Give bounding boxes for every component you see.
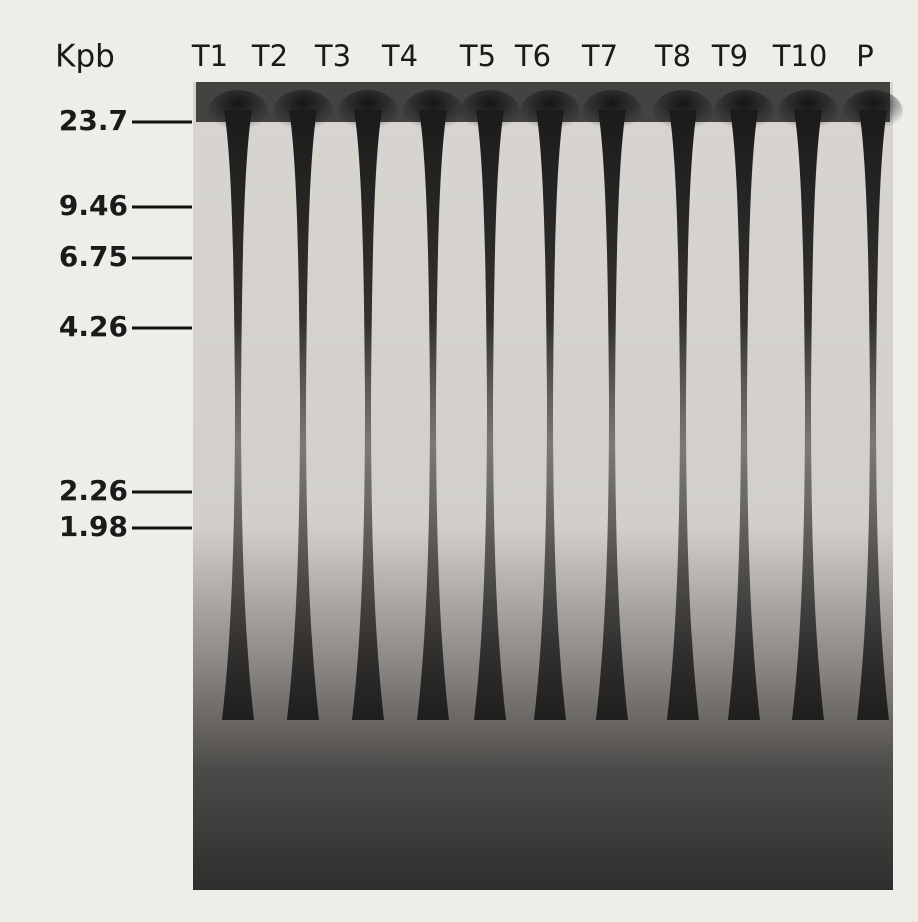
lane-label: T5 bbox=[459, 39, 496, 73]
marker-label: 4.26 bbox=[59, 310, 128, 343]
lane-streak bbox=[596, 110, 628, 720]
lane-streak bbox=[534, 110, 566, 720]
lane-label: T1 bbox=[191, 39, 228, 73]
unit-label: Kpb bbox=[55, 39, 115, 75]
marker-label: 6.75 bbox=[59, 240, 128, 273]
gel bbox=[193, 82, 893, 890]
lane-streak bbox=[728, 110, 760, 720]
lane-streak bbox=[792, 110, 824, 720]
marker-label: 2.26 bbox=[59, 474, 128, 507]
lane-label: T7 bbox=[581, 39, 618, 73]
lane-label: T2 bbox=[251, 39, 288, 73]
marker-label: 1.98 bbox=[59, 510, 128, 543]
lane-streak bbox=[222, 110, 254, 720]
lane-label: P bbox=[856, 39, 874, 73]
lane-streak bbox=[352, 110, 384, 720]
lane-streak bbox=[287, 110, 319, 720]
marker-label: 9.46 bbox=[59, 189, 128, 222]
lane-label: T3 bbox=[314, 39, 351, 73]
lane-streak bbox=[857, 110, 889, 720]
marker-label: 23.7 bbox=[59, 104, 128, 137]
lane-label: T8 bbox=[654, 39, 691, 73]
lane-label: T9 bbox=[711, 39, 748, 73]
lane-label: T10 bbox=[772, 39, 828, 73]
lane-streak bbox=[667, 110, 699, 720]
markers: 23.7 9.46 6.75 4.26 2.261.98 bbox=[59, 104, 192, 543]
lane-label: T4 bbox=[381, 39, 418, 73]
lane-label: T6 bbox=[514, 39, 551, 73]
lane-streak bbox=[474, 110, 506, 720]
lane-streak bbox=[417, 110, 449, 720]
lanes: T1 T2 T3 T4 T5 T6 T7 T8 T9 T10 P bbox=[191, 39, 903, 720]
